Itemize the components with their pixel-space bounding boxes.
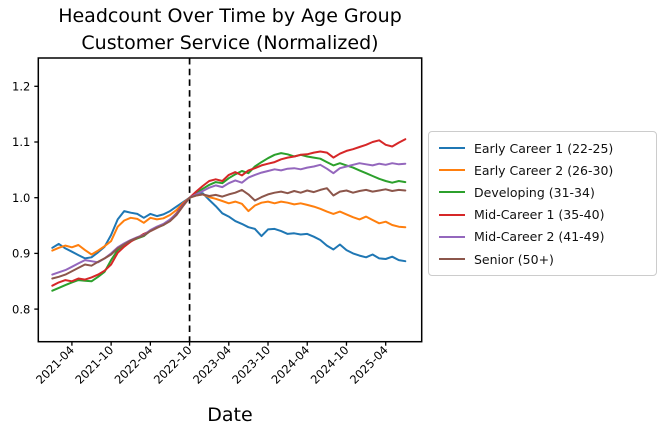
legend-item: Early Career 2 (26-30) [439,159,652,181]
legend-item: Senior (50+) [439,248,652,270]
x-tick-label: 2022-10 [151,343,195,387]
chart-title-line1: Headcount Over Time by Age Group [58,5,402,27]
x-tick-label: 2023-10 [229,343,273,387]
y-tick-label: 0.9 [12,247,30,261]
series-line [51,152,407,292]
legend-item: Mid-Career 2 (41-49) [439,226,652,248]
series-line [51,193,407,256]
chart-title: Headcount Over Time by Age Group Custome… [0,3,460,57]
legend-label: Mid-Career 1 (35-40) [474,207,605,223]
x-tick-label: 2021-10 [72,343,116,387]
series-line [51,138,407,287]
legend-line-sample [439,213,465,216]
legend-label: Senior (50+) [474,251,554,267]
plot-border [37,57,423,343]
legend-item: Developing (31-34) [439,181,652,203]
y-tick-label: 1.0 [12,191,30,205]
legend-line-sample [439,191,465,194]
chart-title-line2: Customer Service (Normalized) [81,32,379,54]
legend-line-sample [439,169,465,172]
legend-item: Early Career 1 (22-25) [439,137,652,159]
x-tick-label: 2023-04 [190,343,234,387]
legend-line-sample [439,235,465,238]
legend-label: Early Career 2 (26-30) [474,162,614,178]
series-line [51,187,407,280]
legend-item: Mid-Career 1 (35-40) [439,204,652,226]
series-line [51,192,407,263]
y-tick-label: 0.8 [12,302,30,316]
y-tick-label: 1.1 [12,135,30,149]
x-tick-label: 2025-04 [347,343,391,387]
legend-label: Developing (31-34) [474,184,595,200]
legend-line-sample [439,147,465,150]
x-tick-label: 2024-04 [268,343,312,387]
x-axis-label: Date [207,404,253,426]
legend: Early Career 1 (22-25) Early Career 2 (26… [428,131,657,277]
legend-line-sample [439,258,465,261]
x-tick-label: 2021-04 [33,343,77,387]
legend-label: Early Career 1 (22-25) [474,140,614,156]
x-tick-label: 2022-04 [112,343,156,387]
x-tick-label: 2024-10 [308,343,352,387]
legend-label: Mid-Career 2 (41-49) [474,229,605,245]
y-tick-label: 1.2 [12,80,30,94]
